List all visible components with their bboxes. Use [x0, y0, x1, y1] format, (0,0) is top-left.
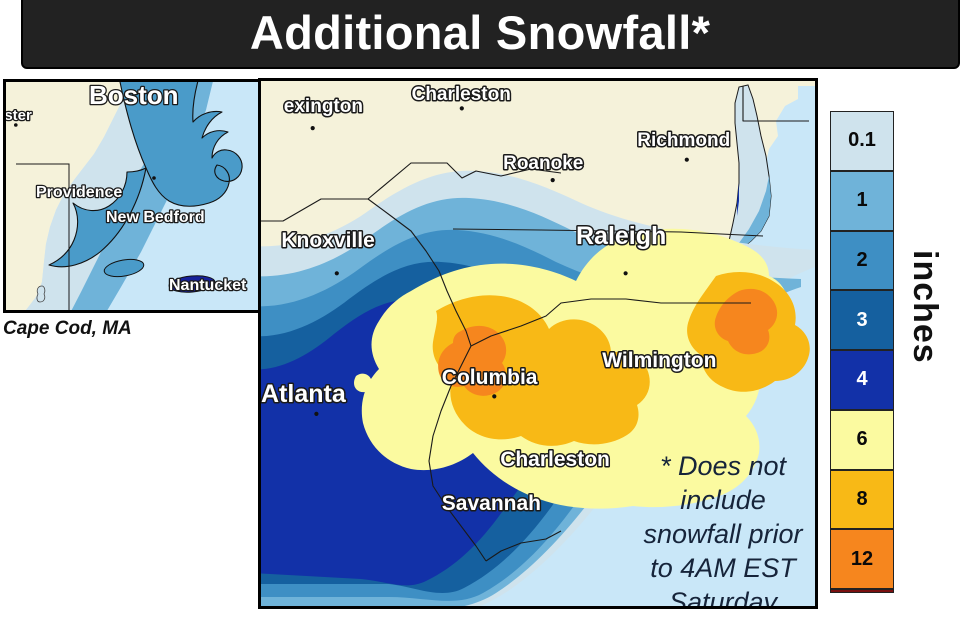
svg-text:Nantucket: Nantucket: [169, 277, 247, 294]
svg-text:Richmond: Richmond: [637, 130, 730, 151]
svg-text:snowfall prior: snowfall prior: [643, 519, 803, 549]
svg-text:to 4AM EST: to 4AM EST: [650, 553, 798, 583]
svg-text:Wilmington: Wilmington: [602, 349, 716, 372]
svg-text:Atlanta: Atlanta: [261, 380, 347, 408]
svg-text:Savannah: Savannah: [442, 492, 541, 515]
svg-text:* Does not: * Does not: [660, 451, 788, 481]
svg-text:Boston: Boston: [89, 82, 179, 110]
svg-text:New Bedford: New Bedford: [106, 209, 205, 226]
svg-text:Raleigh: Raleigh: [576, 222, 666, 250]
svg-text:ester: ester: [6, 107, 32, 124]
svg-text:Roanoke: Roanoke: [503, 153, 583, 174]
svg-text:Saturday: Saturday: [669, 587, 779, 609]
svg-text:Charleston: Charleston: [412, 84, 511, 105]
svg-text:Providence: Providence: [36, 184, 122, 201]
svg-text:include: include: [680, 485, 766, 515]
svg-text:Columbia: Columbia: [442, 366, 538, 389]
svg-text:exington: exington: [284, 96, 363, 117]
svg-text:Charleston: Charleston: [500, 448, 610, 471]
svg-text:Knoxville: Knoxville: [281, 229, 374, 252]
